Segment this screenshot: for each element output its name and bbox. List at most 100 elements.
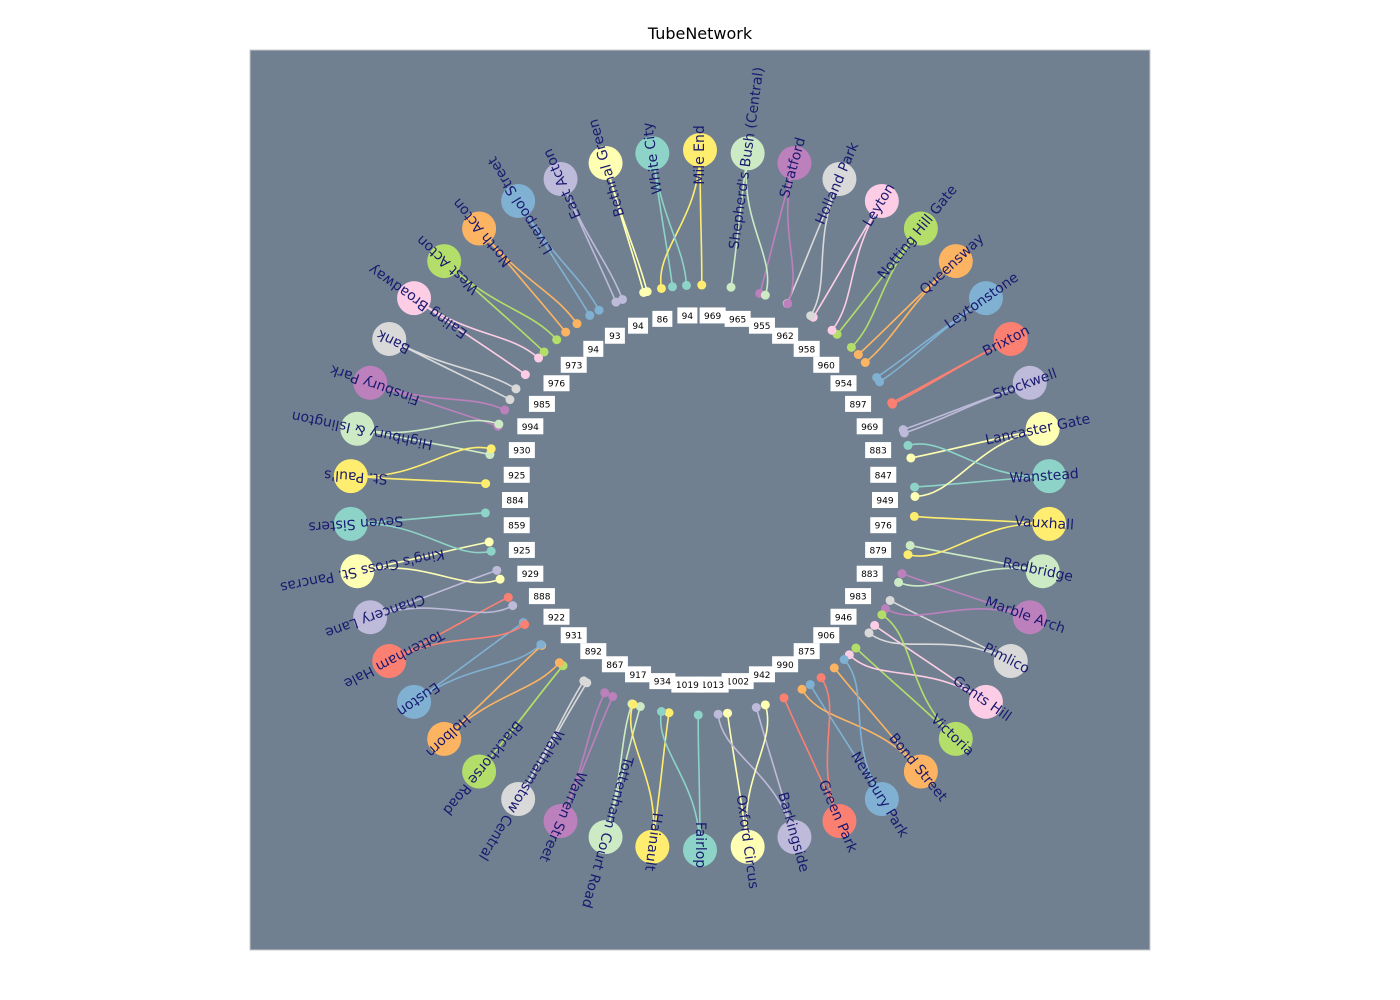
node-st-paul-s: [333, 459, 368, 494]
edge-label-text: 931: [565, 632, 582, 642]
node-queensway: [938, 244, 973, 279]
edge-endpoint-2-20: [783, 299, 793, 309]
edge-endpoint-17-40: [877, 610, 887, 620]
edge-label-box: [696, 676, 729, 693]
edge-label-box: [543, 608, 570, 625]
edge-label-text: 94: [632, 322, 644, 332]
edge-35-10: [350, 446, 492, 478]
node-leyton: [864, 183, 899, 218]
edge-1-2: [730, 153, 749, 288]
edge-label: 925: [508, 541, 535, 558]
edge-label-box: [671, 676, 704, 693]
edge-label: 969: [856, 418, 883, 435]
edge-endpoint-42-3: [594, 305, 604, 315]
edge-endpoints-layer: [480, 280, 920, 720]
node-label: Mile End: [692, 125, 708, 185]
edge-endpoint-45-0: [667, 282, 677, 292]
edge-label-text: 847: [875, 471, 892, 481]
edge-20-21: [783, 697, 841, 822]
edge-endpoint-22-23: [723, 708, 733, 718]
edge-endpoint-35-10: [486, 444, 496, 454]
edge-label-text: 859: [508, 522, 525, 532]
edge-label: 93: [604, 327, 625, 344]
edge-label: 965: [724, 310, 751, 327]
edge-34-13: [350, 522, 492, 554]
edge-33-12: [357, 567, 501, 584]
edge-19-42: [843, 658, 883, 800]
edge-27-30: [517, 680, 585, 800]
edge-endpoint-5-17: [846, 342, 856, 352]
edge-label-text: 962: [777, 332, 794, 342]
edge-label: 94: [677, 307, 698, 324]
edge-label: 1002: [721, 673, 754, 690]
node-highbury-islington: [340, 411, 375, 446]
edge-endpoint-0-24: [656, 283, 666, 293]
edge-label-text: 922: [548, 613, 565, 623]
edge-label: 875: [793, 643, 820, 660]
edge-25-31: [604, 703, 633, 838]
node-liverpool-street: [501, 183, 536, 218]
edge-label-text: 930: [513, 447, 530, 457]
edge-19-20: [809, 684, 883, 800]
edge-31-14: [388, 623, 526, 662]
edge-45-8: [651, 153, 688, 286]
chart-title: TubeNetwork: [647, 24, 753, 43]
edge-label-box: [560, 627, 587, 644]
edge-label-box: [870, 517, 897, 534]
edge-endpoint-40-5: [552, 335, 562, 345]
edge-endpoint-25-26: [635, 702, 645, 712]
edge-endpoint-27-30: [579, 676, 589, 686]
edge-endpoint-39-6: [534, 353, 544, 363]
node-mile-end: [683, 133, 717, 167]
edge-endpoint-26-27: [608, 691, 618, 701]
edge-13-36: [898, 567, 1043, 587]
nodes-layer: [333, 133, 1067, 867]
edge-label-text: 897: [849, 400, 866, 410]
edge-label-box: [652, 310, 673, 327]
node-notting-hill-gate: [903, 211, 938, 246]
edge-16-39: [848, 654, 987, 703]
edge-endpoint-32-33: [492, 565, 502, 575]
edge-label: 983: [845, 588, 872, 605]
node-label: St. Paul's: [324, 466, 389, 486]
edge-label-box: [528, 395, 555, 412]
edge-11-12: [914, 475, 1050, 488]
edge-endpoint-32-11: [508, 601, 518, 611]
edge-endpoint-10-11: [906, 453, 916, 463]
edge-label-box: [872, 492, 898, 508]
edge-label: 897: [845, 395, 872, 412]
edge-endpoint-38-39: [505, 395, 515, 405]
edge-label: 949: [872, 492, 898, 508]
edge-7-11: [879, 297, 987, 383]
edge-label-box: [543, 375, 570, 392]
node-vauxhall: [1032, 506, 1067, 541]
edge-endpoint-34-35: [480, 508, 490, 518]
edge-label-box: [503, 466, 530, 483]
edge-36-37: [357, 428, 491, 456]
edge-label-text: 875: [798, 648, 815, 658]
node-pimlico: [993, 644, 1028, 679]
edge-label-box: [560, 356, 587, 373]
edge-6-13: [864, 260, 957, 364]
edge-10-11: [910, 428, 1043, 459]
node-oxford-circus: [730, 829, 765, 864]
node-green-park: [822, 804, 857, 839]
edge-42-3: [517, 200, 600, 311]
edge-label: 955: [748, 317, 775, 334]
node-holland-park: [822, 161, 857, 196]
edge-label-text: 925: [508, 471, 525, 481]
edge-label-box: [528, 588, 555, 605]
edge-label: 879: [865, 541, 892, 558]
edge-label-text: 960: [818, 361, 835, 371]
edge-label-box: [628, 317, 649, 334]
edge-label-text: 879: [870, 546, 887, 556]
edge-21-22: [755, 707, 796, 838]
edge-endpoint-40-41: [539, 347, 549, 357]
edge-label-box: [580, 643, 607, 660]
edge-22-1: [745, 704, 769, 847]
edge-label-box: [583, 340, 604, 357]
edge-endpoint-10-33: [910, 491, 920, 501]
node-bond-street: [903, 754, 938, 789]
edge-endpoint-7-11: [875, 377, 885, 387]
edge-43-2: [559, 178, 624, 300]
